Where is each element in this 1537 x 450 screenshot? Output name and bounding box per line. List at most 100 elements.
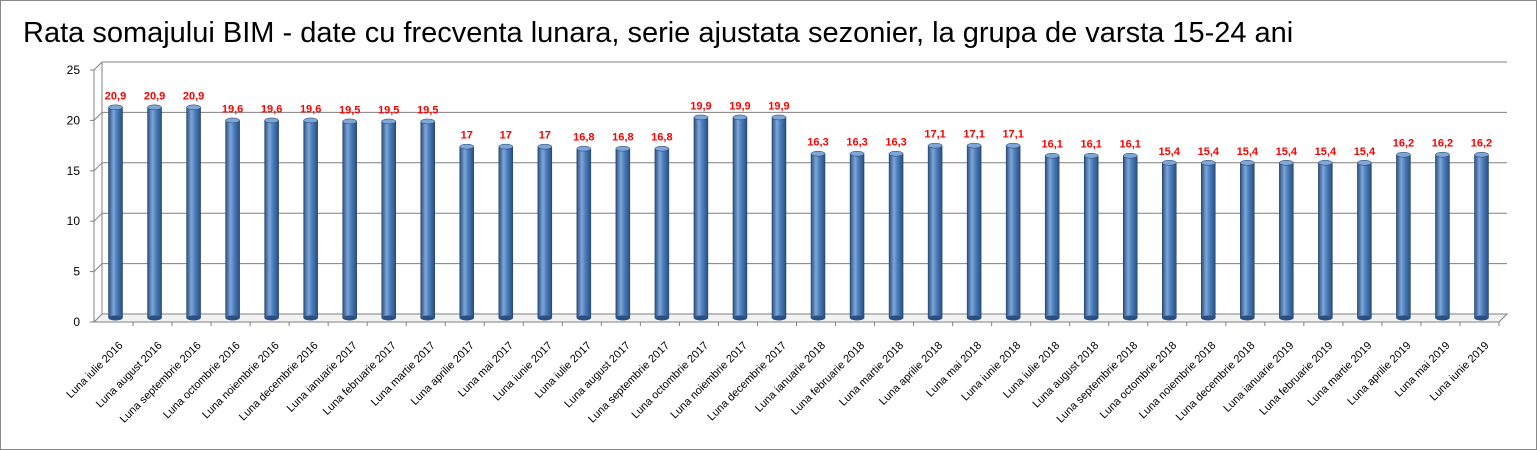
bar-body <box>1005 145 1021 319</box>
y-tick-label: 20 <box>67 113 81 127</box>
bar-base <box>1357 315 1372 321</box>
bar-base <box>264 315 279 321</box>
bar-body <box>1435 154 1450 319</box>
bar-base <box>1435 315 1450 321</box>
bar <box>1240 160 1255 321</box>
bar-base <box>771 315 786 321</box>
data-label: 16,3 <box>846 137 867 149</box>
bar-base <box>1396 315 1411 321</box>
bar-top <box>1005 142 1021 149</box>
bar <box>771 114 787 321</box>
x-tick-label: Luna februarie 2019 <box>1257 340 1335 418</box>
bar <box>810 150 826 321</box>
data-label: 19,5 <box>378 104 399 116</box>
bar-base <box>654 315 669 321</box>
bar-base <box>1474 315 1489 321</box>
bar-body <box>1044 155 1060 319</box>
gridline-depth <box>93 212 103 222</box>
bar-base <box>811 315 826 321</box>
data-label: 20,9 <box>144 90 165 102</box>
bar-base <box>108 315 123 321</box>
bar <box>732 114 748 321</box>
bar-body <box>732 117 748 319</box>
bar-base <box>850 315 865 321</box>
bar-base <box>186 315 201 321</box>
x-tick-label: Luna februarie 2017 <box>321 340 399 418</box>
data-label: 15,4 <box>1276 146 1298 158</box>
bar <box>342 118 357 321</box>
bar <box>537 143 553 321</box>
bar-body <box>147 107 162 319</box>
bar <box>303 117 318 321</box>
bar-top <box>732 114 748 121</box>
bar-base <box>1123 315 1138 321</box>
bar <box>1279 160 1294 321</box>
data-label: 15,4 <box>1354 146 1376 158</box>
bar-top <box>1357 160 1372 166</box>
data-label: 16,1 <box>1080 139 1101 151</box>
bar-base <box>889 315 904 321</box>
bar-top <box>888 150 904 157</box>
bar-body <box>1357 162 1372 319</box>
data-label: 16,2 <box>1432 138 1453 150</box>
bar-base <box>420 315 435 321</box>
data-label: 16,3 <box>807 137 828 149</box>
bar <box>1005 142 1021 321</box>
bar <box>1396 151 1411 321</box>
bar-body <box>693 117 709 319</box>
bar-body <box>1083 155 1099 319</box>
y-tick-label: 15 <box>67 164 81 178</box>
bar <box>1083 152 1099 321</box>
x-tick-label: Luna octombrie 2018 <box>1098 340 1180 422</box>
bar-top <box>498 143 514 150</box>
data-label: 17,1 <box>1002 129 1023 141</box>
bar <box>1162 160 1177 321</box>
bar-body <box>264 120 279 319</box>
x-tick-label: Luna octombrie 2017 <box>629 340 711 422</box>
bar-top <box>537 143 553 150</box>
bar-base <box>1045 315 1060 321</box>
bar-top <box>1122 152 1138 159</box>
bar-top <box>966 142 982 149</box>
x-tick-label: Luna august 2017 <box>562 340 633 411</box>
y-tick-label: 0 <box>73 315 80 329</box>
x-tick-label: Luna ianuarie 2018 <box>753 340 828 415</box>
bar <box>693 114 709 321</box>
bar-top <box>264 117 279 124</box>
data-label: 20,9 <box>183 90 204 102</box>
bar-top <box>147 104 162 111</box>
bar <box>147 104 162 321</box>
gridline-depth <box>93 61 103 71</box>
x-tick-label: Luna noiembrie 2016 <box>200 340 282 422</box>
bar-body <box>1201 162 1216 319</box>
bar-body <box>225 120 240 319</box>
bar-body <box>459 146 475 319</box>
data-label: 19,6 <box>300 103 321 115</box>
bar <box>1201 160 1216 321</box>
gridline-depth <box>93 263 103 272</box>
data-label: 16,2 <box>1471 138 1492 150</box>
bar <box>966 142 982 321</box>
bar-top <box>810 150 826 157</box>
bar-top <box>1474 151 1489 158</box>
bar-top <box>420 118 435 125</box>
bar-top <box>342 118 357 125</box>
bar-base <box>342 315 357 321</box>
bar-body <box>186 107 201 319</box>
bar-body <box>576 148 592 319</box>
bar-top <box>1240 160 1255 166</box>
bar-body <box>1474 154 1489 319</box>
data-label: 19,6 <box>261 103 282 115</box>
bar <box>225 117 240 321</box>
bar-body <box>1122 155 1138 319</box>
data-label: 17,1 <box>963 129 984 141</box>
gridline-depth <box>93 112 103 121</box>
bar-top <box>771 114 787 121</box>
data-label: 19,9 <box>768 100 789 112</box>
bar-body <box>1318 162 1333 319</box>
data-label: 16,2 <box>1393 138 1414 150</box>
bar-top <box>381 118 396 125</box>
bar-top <box>615 145 631 152</box>
bar-base <box>1279 315 1294 321</box>
bar-base <box>967 315 982 321</box>
